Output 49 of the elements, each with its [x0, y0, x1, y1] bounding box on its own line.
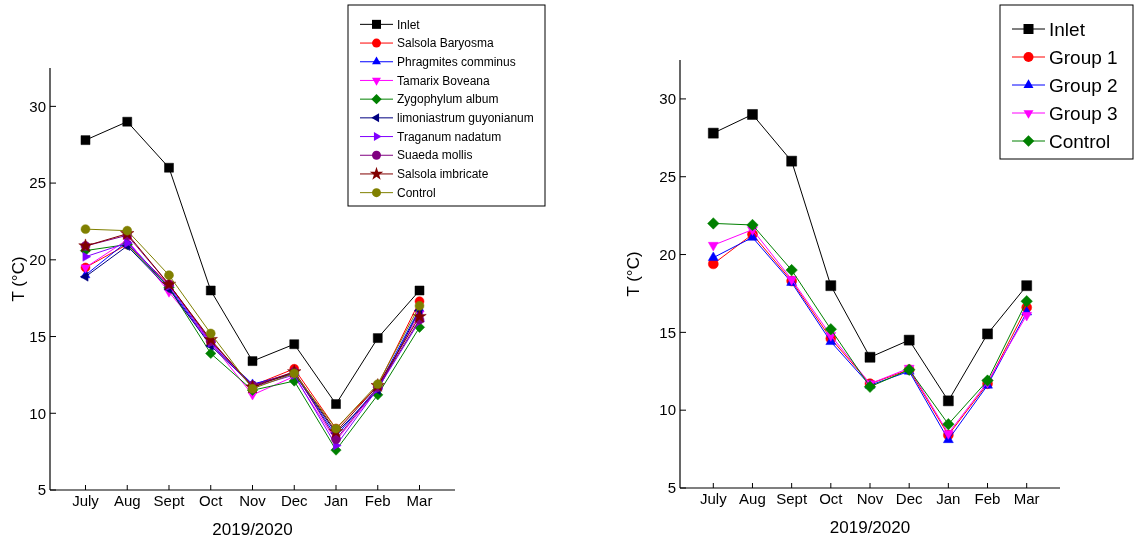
x-tick-label: Dec — [280, 492, 309, 509]
x-tick-label: Sept — [776, 490, 808, 507]
y-tick-label: 5 — [667, 479, 676, 497]
y-axis-title: T (°C) — [623, 251, 643, 297]
y-tick-label: 5 — [37, 481, 46, 499]
y-tick-label: 25 — [659, 167, 676, 185]
y-axis-title: T (°C) — [8, 256, 28, 302]
x-axis-title: 2019/2020 — [212, 520, 293, 539]
y-tick-label: 10 — [29, 404, 46, 422]
y-tick-label: 20 — [29, 251, 46, 269]
y-tick-label: 15 — [29, 327, 46, 345]
x-tick-label: Mar — [1013, 490, 1040, 507]
y-tick-label: 15 — [659, 323, 676, 341]
x-tick-label: July — [72, 492, 100, 509]
y-tick-label: 10 — [659, 401, 676, 419]
x-tick-label: Sept — [153, 492, 186, 509]
legend-label: Salsola Baryosma — [397, 36, 495, 51]
x-tick-label: Aug — [113, 492, 141, 509]
x-axis-title: 2019/2020 — [829, 518, 911, 537]
y-tick-label: 20 — [659, 245, 676, 263]
x-tick-label: July — [699, 490, 728, 507]
x-tick-label: Dec — [895, 490, 924, 507]
x-tick-label: Oct — [199, 492, 224, 509]
legend-label: Control — [1049, 130, 1111, 152]
x-tick-label: Oct — [819, 490, 844, 507]
legend-label: Suaeda mollis — [397, 148, 473, 163]
x-tick-label: Jan — [936, 490, 961, 507]
x-tick-label: Feb — [364, 492, 391, 509]
legend-label: Zygophylum album — [397, 92, 499, 107]
legend-label: Inlet — [397, 17, 421, 32]
y-tick-label: 30 — [29, 97, 46, 115]
legend-label: Group 3 — [1049, 102, 1118, 124]
legend-label: Control — [397, 185, 436, 200]
x-tick-label: Aug — [739, 490, 766, 507]
y-tick-label: 30 — [659, 90, 676, 108]
x-tick-label: Nov — [856, 490, 884, 507]
legend-label: Inlet — [1049, 18, 1086, 40]
legend-label: Group 1 — [1049, 46, 1118, 68]
x-tick-label: Nov — [239, 492, 267, 509]
x-tick-label: Jan — [323, 492, 349, 509]
x-tick-label: Mar — [406, 492, 433, 509]
x-tick-label: Feb — [974, 490, 1001, 507]
y-tick-label: 25 — [29, 174, 46, 192]
legend-label: Phragmites comminus — [397, 54, 516, 69]
legend-label: Salsola imbricate — [397, 167, 489, 182]
legend-label: Tamarix Boveana — [397, 73, 491, 88]
legend-label: limoniastrum guyonianum — [397, 111, 534, 126]
legend-label: Group 2 — [1049, 74, 1118, 96]
legend-label: Traganum nadatum — [397, 129, 502, 144]
